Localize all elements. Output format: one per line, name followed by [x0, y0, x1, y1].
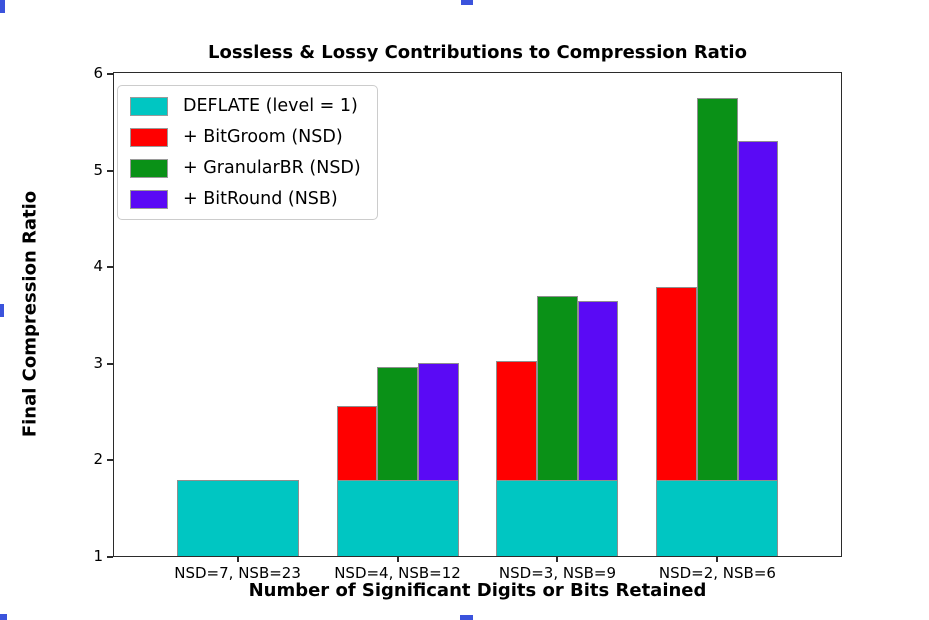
x-axis-label: Number of Significant Digits or Bits Ret…: [248, 580, 707, 601]
edge-mark-left-middle: [0, 304, 4, 317]
edge-mark-bottom-center: [460, 615, 473, 620]
x-tick: [716, 556, 719, 562]
legend-item: + BitRound (NSB): [130, 189, 361, 209]
legend-swatch-icon: [130, 189, 168, 209]
y-tick-label: 6: [93, 64, 103, 82]
bar-base: [176, 479, 299, 556]
legend-item: + BitGroom (NSD): [130, 127, 361, 147]
edge-mark-top-center: [461, 0, 473, 5]
y-tick: [107, 362, 113, 365]
x-tick-label: NSD=4, NSB=12: [334, 564, 461, 582]
bar-group: [176, 73, 299, 556]
legend-label: + BitGroom (NSD): [183, 127, 343, 147]
y-tick: [107, 459, 113, 462]
edge-mark-top-left: [0, 0, 5, 13]
x-tick: [236, 556, 239, 562]
x-tick: [396, 556, 399, 562]
y-tick-label: 1: [93, 547, 103, 565]
bar-group: [336, 73, 459, 556]
legend-label: + GranularBR (NSD): [183, 158, 361, 178]
figure-title: Lossless & Lossy Contributions to Compre…: [208, 42, 747, 63]
y-tick-label: 3: [93, 353, 103, 372]
y-axis-label: Final Compression Ratio: [19, 190, 41, 438]
plot-area: 1 2 3 4 5 6 NSD=7, NSB=23 NSD=4, NSB=12 NSD=3, …: [93, 64, 842, 582]
edge-mark-bottom-left: [0, 614, 7, 620]
y-tick: [107, 73, 113, 75]
x-tick-label: NSD=3, NSB=9: [498, 564, 617, 582]
bar-group: [656, 73, 779, 556]
legend-item: DEFLATE (level = 1): [130, 96, 361, 116]
legend: DEFLATE (level = 1) + BitGroom (NSD) + Gra…: [117, 85, 378, 220]
y-tick-label: 4: [93, 257, 103, 276]
x-tick: [556, 556, 559, 562]
bar-base: [336, 479, 459, 556]
y-tick: [107, 556, 113, 558]
legend-label: + BitRound (NSB): [183, 189, 338, 209]
x-tick-label: NSD=7, NSB=23: [174, 564, 301, 582]
bar-base: [656, 479, 779, 556]
legend-swatch-icon: [130, 96, 168, 116]
bar-base: [496, 479, 619, 556]
legend-swatch-icon: [130, 127, 168, 147]
legend-label: DEFLATE (level = 1): [183, 96, 358, 116]
y-tick: [107, 266, 113, 269]
y-tick-label: 2: [93, 450, 103, 469]
y-tick-label: 5: [93, 160, 103, 179]
x-tick-label: NSD=2, NSB=6: [658, 564, 776, 582]
legend-item: + GranularBR (NSD): [130, 158, 361, 178]
y-tick: [107, 169, 113, 172]
bar-group: [496, 73, 619, 556]
legend-swatch-icon: [130, 158, 168, 178]
